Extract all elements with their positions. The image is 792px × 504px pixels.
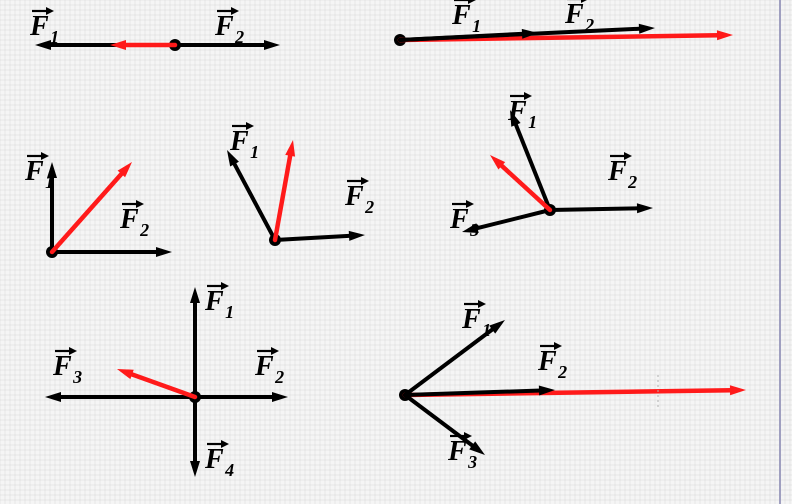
force-label: F [204,444,224,475]
vector-diagram-canvas: F1F2F1F2F1F2F1F2F1F2F3F1F2F3F4F1F2F3 [0,0,792,504]
force-label: F [229,126,249,157]
force-label: F [24,156,44,187]
force-label: F [564,0,584,30]
force-subscript: 4 [224,460,234,480]
force-label: F [447,436,467,467]
force-subscript: 2 [627,172,637,192]
force-subscript: 3 [72,367,82,387]
force-label: F [507,96,527,127]
force-label: F [52,351,72,382]
force-label: F [29,11,49,42]
force-subscript: 1 [482,320,491,340]
force-label: F [451,0,471,31]
force-label: F [607,156,627,187]
force-subscript: 1 [225,302,234,322]
force-subscript: 1 [472,16,481,36]
force-subscript: 1 [50,27,59,47]
force-label: F [254,351,274,382]
force-label: F [449,204,469,235]
force-subscript: 2 [584,15,594,35]
force-label: F [119,204,139,235]
force-label: F [461,304,481,335]
force-subscript: 2 [274,367,284,387]
force-subscript: 3 [467,452,477,472]
force-subscript: 3 [469,220,479,240]
force-subscript: 1 [45,172,54,192]
force-subscript: 1 [528,112,537,132]
force-label: F [537,346,557,377]
force-subscript: 2 [234,27,244,47]
force-subscript: 2 [139,220,149,240]
force-label: F [204,286,224,317]
force-label: F [344,181,364,212]
force-subscript: 1 [250,142,259,162]
force-subscript: 2 [364,197,374,217]
force-label: F [214,11,234,42]
force-subscript: 2 [557,362,567,382]
